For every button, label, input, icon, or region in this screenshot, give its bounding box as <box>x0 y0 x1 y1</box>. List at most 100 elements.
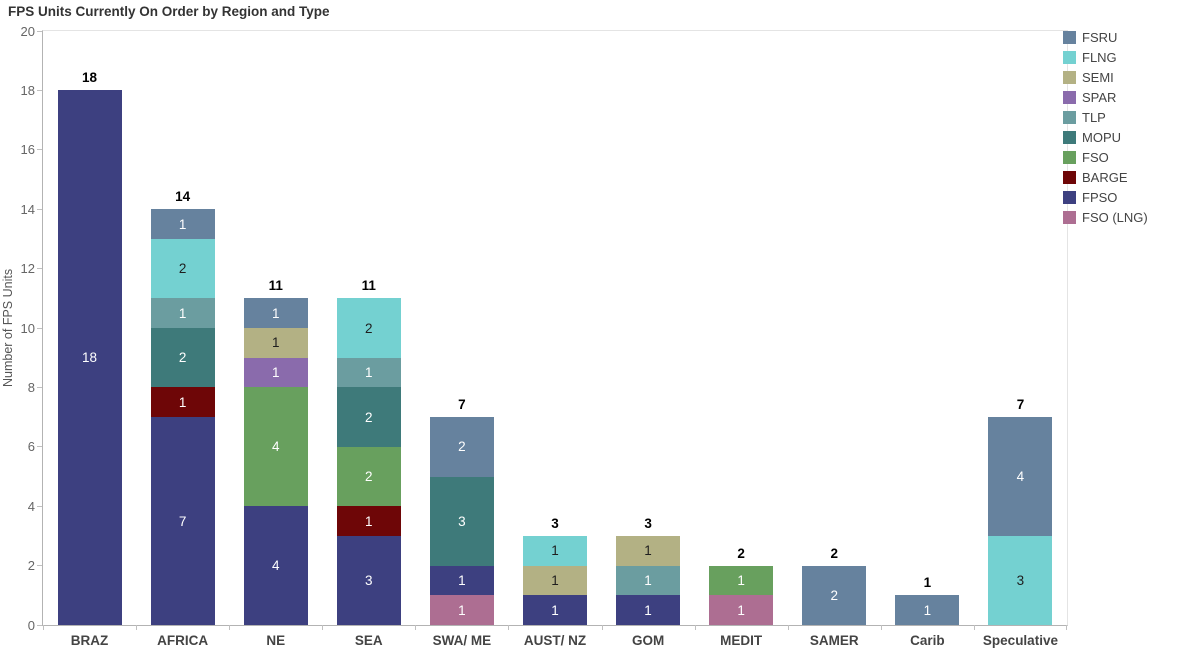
legend-item-barge[interactable]: BARGE <box>1063 167 1148 187</box>
bar-total-label: 1 <box>923 575 932 591</box>
legend-label: FPSO <box>1082 189 1118 205</box>
legend-item-tlp[interactable]: TLP <box>1063 107 1148 127</box>
legend-label: BARGE <box>1082 169 1128 185</box>
x-axis-label[interactable]: AUST/ NZ <box>523 633 587 648</box>
y-axis-tick <box>37 149 42 151</box>
y-axis-tick-label: 20 <box>20 23 35 39</box>
x-axis-label[interactable]: AFRICA <box>157 633 209 648</box>
legend-item-fso-lng[interactable]: FSO (LNG) <box>1063 207 1148 227</box>
y-axis-tick-label: 12 <box>20 261 35 277</box>
bar-column: 18 18 BRAZ <box>43 31 136 648</box>
legend-item-flng[interactable]: FLNG <box>1063 47 1148 67</box>
bar-segment-mopu[interactable]: 2 <box>150 328 215 388</box>
legend-label: FSRU <box>1082 29 1118 45</box>
bar-segment-semi[interactable]: 1 <box>616 535 681 566</box>
x-axis-label[interactable]: SAMER <box>809 633 859 648</box>
y-axis-tick-label: 2 <box>27 558 35 574</box>
bar-segment-mopu[interactable]: 2 <box>336 387 401 447</box>
y-axis-tick-label: 14 <box>20 201 35 217</box>
bar-segment-fsru[interactable]: 2 <box>429 417 494 477</box>
bar-column: 3 1 2 2 1 2 1 1 SEA <box>322 31 415 648</box>
y-axis-tick <box>37 327 42 329</box>
x-axis-tick <box>788 625 789 630</box>
y-axis-tick-label: 0 <box>27 617 35 633</box>
legend-swatch-icon <box>1063 190 1076 204</box>
bar-segment-fso[interactable]: 4 <box>243 387 308 507</box>
bar-segment-flng[interactable]: 3 <box>988 535 1053 625</box>
bar-segment-fpso[interactable]: 1 <box>522 595 587 625</box>
y-axis-tick <box>37 624 42 626</box>
bar-segment-tlp[interactable]: 1 <box>336 357 401 388</box>
legend-swatch-icon <box>1063 130 1076 144</box>
bar-segment-spar[interactable]: 1 <box>243 357 308 388</box>
bar-segment-fpso[interactable]: 1 <box>429 565 494 596</box>
bar-segment-flng[interactable]: 1 <box>522 535 587 566</box>
bar-segment-semi[interactable]: 1 <box>243 328 308 358</box>
x-axis-label[interactable]: GOM <box>631 633 665 648</box>
chart-title: FPS Units Currently On Order by Region a… <box>8 4 330 19</box>
x-axis-tick <box>1066 625 1067 630</box>
bar-segment-flng[interactable]: 2 <box>336 298 401 358</box>
bar-segment-tlp[interactable]: 1 <box>616 565 681 596</box>
legend-label: SPAR <box>1082 89 1117 105</box>
x-axis-label[interactable]: Carib <box>910 633 945 648</box>
bar-segment-barge[interactable]: 1 <box>336 506 401 536</box>
bar-total-label: 2 <box>737 545 745 561</box>
bar-segment-fpso[interactable]: 18 <box>57 90 122 625</box>
x-axis-tick <box>881 625 882 630</box>
bar-segment-tlp[interactable]: 1 <box>150 298 215 329</box>
plot-area: 0 2 4 6 8 10 12 14 16 18 20 18 18 BRAZ 7 1 2 1 2 1 14 AFRICA 4… <box>21 24 1068 648</box>
bar-segment-mopu[interactable]: 3 <box>429 476 494 566</box>
x-axis-label[interactable]: BRAZ <box>70 633 109 648</box>
y-axis-tick <box>37 505 42 507</box>
bar-stack: 1 <box>895 595 960 625</box>
legend-label: TLP <box>1082 109 1106 125</box>
x-axis-label[interactable]: Speculative <box>982 633 1058 648</box>
legend-item-semi[interactable]: SEMI <box>1063 67 1148 87</box>
legend-item-mopu[interactable]: MOPU <box>1063 127 1148 147</box>
x-axis-label[interactable]: SEA <box>354 633 383 648</box>
bar-segment-fsru[interactable]: 1 <box>895 595 960 625</box>
bar-segment-fpso[interactable]: 7 <box>150 417 215 625</box>
bar-segment-fso[interactable]: 2 <box>336 446 401 507</box>
bar-segment-flng[interactable]: 2 <box>150 238 215 299</box>
x-axis-label[interactable]: NE <box>266 633 286 648</box>
bar-segment-fsru[interactable]: 2 <box>802 565 867 625</box>
y-axis-tick-label: 8 <box>27 379 35 395</box>
bar-segment-fpso[interactable]: 1 <box>616 595 681 625</box>
bar-total-label: 11 <box>268 278 283 294</box>
bar-total-label: 7 <box>1016 397 1025 413</box>
bar-total-label: 3 <box>644 515 652 531</box>
bar-total-label: 3 <box>551 515 559 531</box>
bar-segment-fso[interactable]: 1 <box>709 565 774 596</box>
legend-item-fso[interactable]: FSO <box>1063 147 1148 167</box>
x-axis-label[interactable]: SWA/ ME <box>432 633 492 648</box>
legend-swatch-icon <box>1063 210 1076 224</box>
bar-segment-fpso[interactable]: 3 <box>336 535 401 625</box>
bar-total-label: 7 <box>458 397 466 413</box>
bar-segment-fso-lng[interactable]: 1 <box>429 595 494 625</box>
bar-segment-fsru[interactable]: 4 <box>988 417 1053 536</box>
bar-total-label: 2 <box>830 545 839 561</box>
legend-item-fpso[interactable]: FPSO <box>1063 187 1148 207</box>
y-axis-tick-label: 4 <box>27 498 35 514</box>
bar-column: 1 1 2 MEDIT <box>695 31 788 648</box>
bar-segment-fso-lng[interactable]: 1 <box>709 595 774 625</box>
legend-item-fsru[interactable]: FSRU <box>1063 27 1148 47</box>
x-axis-tick <box>43 625 44 630</box>
bar-segment-barge[interactable]: 1 <box>150 387 215 418</box>
legend-item-spar[interactable]: SPAR <box>1063 87 1148 107</box>
bar-segment-semi[interactable]: 1 <box>522 565 587 596</box>
bar-column: 1 1 3 2 7 SWA/ ME <box>415 31 508 648</box>
bar-segment-fsru[interactable]: 1 <box>243 298 308 329</box>
x-axis-label[interactable]: MEDIT <box>720 633 763 648</box>
bar-segment-fpso[interactable]: 4 <box>243 506 308 625</box>
x-axis-tick <box>602 625 603 630</box>
bar-column: 1 1 1 3 AUST/ NZ <box>508 31 601 648</box>
bar-segment-fsru[interactable]: 1 <box>150 209 215 239</box>
y-axis-tick <box>37 208 42 210</box>
